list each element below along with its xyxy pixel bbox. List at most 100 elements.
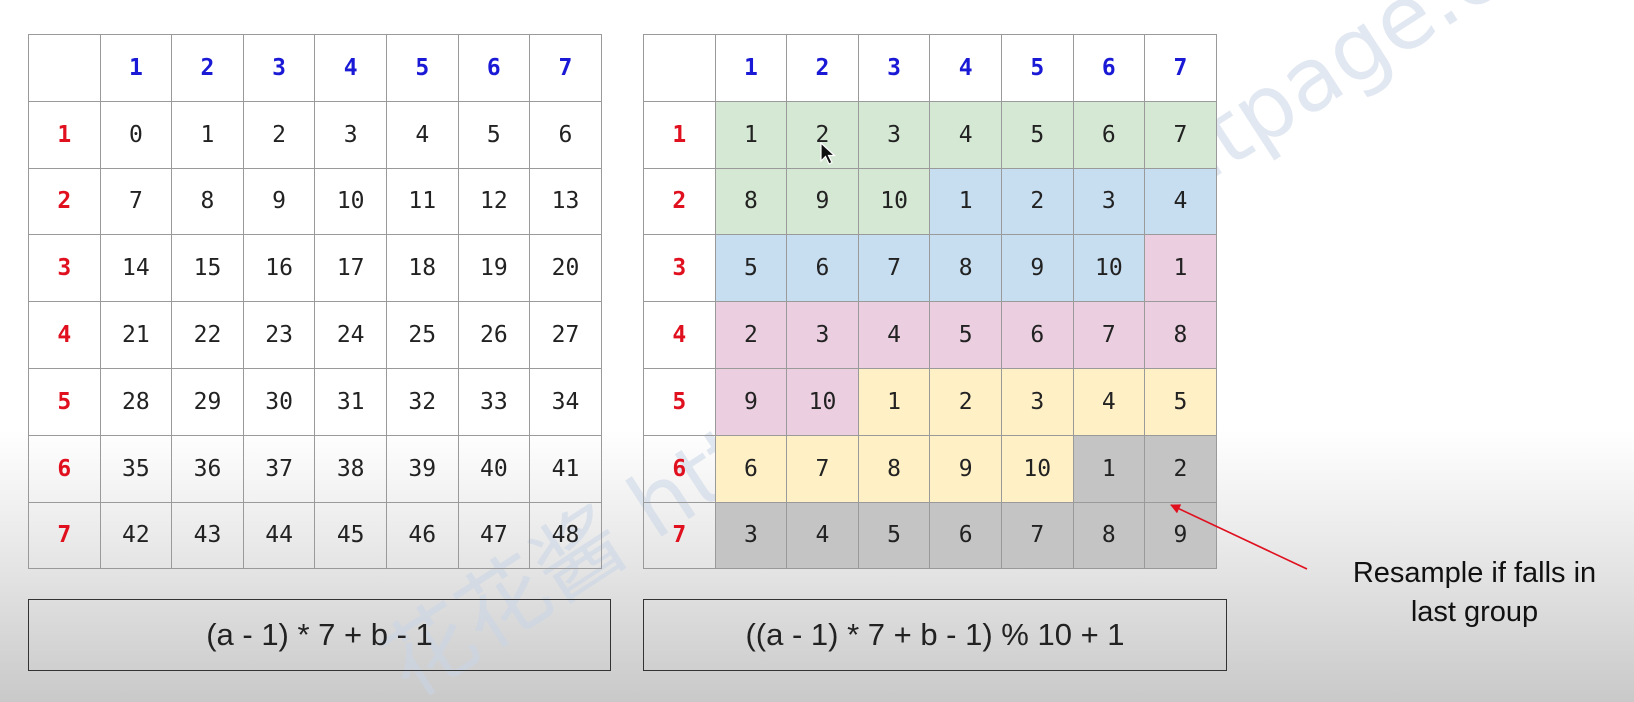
index-table-row-header: 7 — [28, 501, 101, 570]
table-row: 3 5 6 7 8 9 10 1 — [643, 234, 1217, 303]
index-table-cell: 31 — [314, 367, 387, 436]
index-table-cell: 0 — [99, 100, 173, 169]
mod-table-cell: 4 — [1072, 367, 1146, 436]
mod-table-cell: 1 — [1144, 234, 1217, 303]
mod-formula: ((a - 1) * 7 + b - 1) % 10 + 1 — [643, 599, 1227, 671]
index-table-row-header: 2 — [28, 167, 101, 236]
index-table-cell: 24 — [314, 301, 387, 369]
index-table-cell: 43 — [171, 501, 244, 570]
index-table-cell: 47 — [457, 501, 531, 570]
mod-table-cell: 9 — [1000, 234, 1074, 303]
mod-table-col-header: 4 — [929, 34, 1002, 102]
index-table-cell: 17 — [314, 234, 387, 303]
index-table-cell: 25 — [385, 301, 459, 369]
mod-table-row-header: 1 — [643, 100, 716, 169]
mod-table-cell: 6 — [786, 234, 859, 303]
index-table-cell: 6 — [529, 100, 602, 169]
mod-table-cell: 2 — [714, 301, 788, 369]
annotation-line-2: last group — [1410, 596, 1539, 628]
index-table-col-header: 6 — [457, 34, 531, 102]
mod-table-cell: 8 — [929, 234, 1002, 303]
mod-table: 1 2 3 4 5 6 7 1 1 2 3 4 5 6 7 2 8 9 10 1 2 3 4 3 5 6 7 8 9 10 1 4 2 3 4 5 6 7… — [643, 34, 1217, 570]
mod-table-cell: 1 — [1072, 434, 1146, 503]
index-table-cell: 39 — [385, 434, 459, 503]
mod-table-cell: 3 — [857, 100, 931, 169]
mod-table-cell: 10 — [1000, 434, 1074, 503]
mod-table-cell: 6 — [929, 501, 1002, 570]
index-table-cell: 48 — [529, 501, 602, 570]
mod-table-cell: 3 — [1072, 167, 1146, 236]
index-table-cell: 32 — [385, 367, 459, 436]
index-table-cell: 26 — [457, 301, 531, 369]
table-row: 6 35 36 37 38 39 40 41 — [28, 434, 602, 503]
mod-table-col-header: 6 — [1072, 34, 1146, 102]
index-table-cell: 10 — [314, 167, 387, 236]
mod-table-cell: 5 — [714, 234, 788, 303]
index-table-cell: 12 — [457, 167, 531, 236]
mod-table-cell: 9 — [714, 367, 788, 436]
index-table-row-header: 6 — [28, 434, 101, 503]
index-table-cell: 40 — [457, 434, 531, 503]
index-table-row-header: 1 — [28, 100, 101, 169]
mod-table-cell: 8 — [857, 434, 931, 503]
index-table: 1 2 3 4 5 6 7 1 0 1 2 3 4 5 6 2 7 8 9 10 11 12 13 3 14 15 16 17 18 19… — [28, 34, 602, 570]
index-table-col-header: 5 — [385, 34, 459, 102]
mod-table-col-header: 7 — [1144, 34, 1217, 102]
index-table-cell: 11 — [385, 167, 459, 236]
mod-table-cell: 8 — [714, 167, 788, 236]
index-table-cell: 30 — [242, 367, 316, 436]
mod-table-cell: 9 — [786, 167, 859, 236]
index-table-cell: 13 — [529, 167, 602, 236]
index-table-col-header: 2 — [171, 34, 244, 102]
index-table-cell: 29 — [171, 367, 244, 436]
index-table-cell: 19 — [457, 234, 531, 303]
index-table-cell: 7 — [99, 167, 173, 236]
mod-table-cell: 9 — [929, 434, 1002, 503]
mod-table-cell: 7 — [857, 234, 931, 303]
mod-table-cell: 5 — [1000, 100, 1074, 169]
index-table-cell: 14 — [99, 234, 173, 303]
index-table-cell: 36 — [171, 434, 244, 503]
table-row: 3 14 15 16 17 18 19 20 — [28, 234, 602, 303]
mod-table-cell: 6 — [714, 434, 788, 503]
mod-table-cell: 4 — [786, 501, 859, 570]
mod-table-cell: 8 — [1072, 501, 1146, 570]
resample-annotation: Resample if falls in last group — [1322, 554, 1627, 632]
index-table-row-header: 4 — [28, 301, 101, 369]
index-table-cell: 16 — [242, 234, 316, 303]
mod-table-cell: 2 — [1000, 167, 1074, 236]
mod-table-cell: 1 — [714, 100, 788, 169]
mod-table-row-header: 6 — [643, 434, 716, 503]
mod-table-row-header: 2 — [643, 167, 716, 236]
mod-table-cell: 7 — [1072, 301, 1146, 369]
mod-table-cell: 7 — [786, 434, 859, 503]
mod-table-cell: 2 — [786, 100, 859, 169]
mod-table-cell: 8 — [1144, 301, 1217, 369]
mod-table-cell: 4 — [929, 100, 1002, 169]
table-row: 4 21 22 23 24 25 26 27 — [28, 301, 602, 369]
mod-formula-text: ((a - 1) * 7 + b - 1) % 10 + 1 — [745, 617, 1125, 652]
mod-table-col-header: 2 — [786, 34, 859, 102]
index-table-row-header: 3 — [28, 234, 101, 303]
index-table-cell: 46 — [385, 501, 459, 570]
index-table-cell: 22 — [171, 301, 244, 369]
mod-table-cell: 10 — [857, 167, 931, 236]
mod-table-cell: 2 — [929, 367, 1002, 436]
mod-table-cell: 5 — [857, 501, 931, 570]
mod-table-row-header: 7 — [643, 501, 716, 570]
index-table-col-header: 1 — [99, 34, 173, 102]
index-formula-text: (a - 1) * 7 + b - 1 — [206, 617, 433, 652]
mod-table-cell: 10 — [1072, 234, 1146, 303]
table-row: 2 7 8 9 10 11 12 13 — [28, 167, 602, 236]
table-row: 6 6 7 8 9 10 1 2 — [643, 434, 1217, 503]
index-table-cell: 37 — [242, 434, 316, 503]
mod-table-cell: 7 — [1144, 100, 1217, 169]
index-table-cell: 23 — [242, 301, 316, 369]
index-table-cell: 4 — [385, 100, 459, 169]
mouse-pointer-icon — [820, 142, 837, 165]
